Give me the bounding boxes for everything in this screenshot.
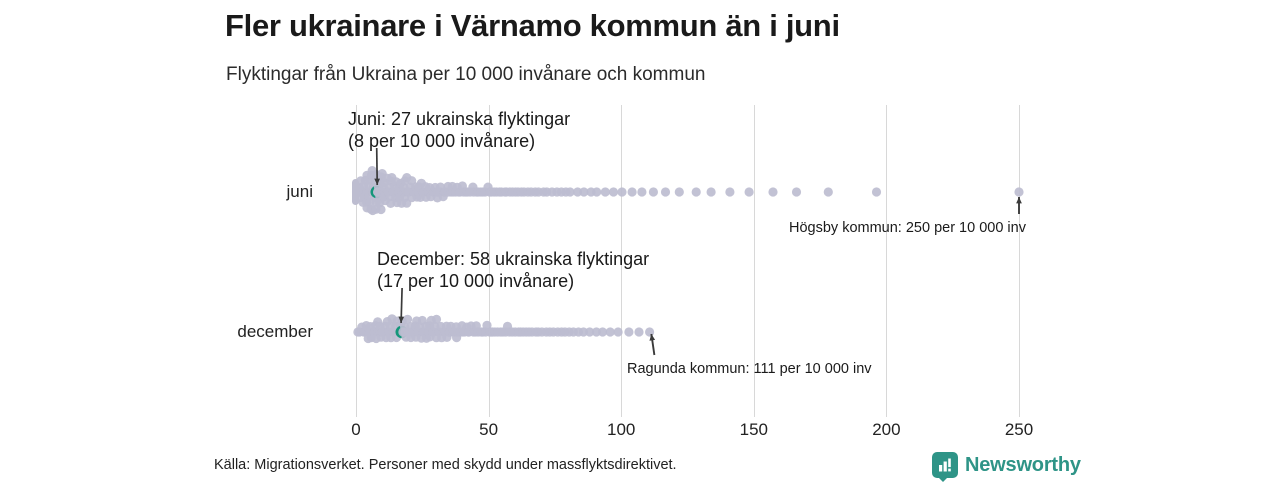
annotation-december-line2: (17 per 10 000 invånare): [377, 271, 575, 291]
dot: [431, 314, 442, 324]
newsworthy-logo[interactable]: Newsworthy: [932, 452, 1081, 482]
row-label-december: december: [237, 322, 313, 341]
gridline: [1019, 105, 1020, 417]
annotation-arrow-head: [398, 316, 405, 323]
bar-chart-speech-bubble-icon: [932, 452, 958, 482]
dot: [791, 187, 802, 197]
gridline: [886, 105, 888, 417]
gridline: [488, 105, 490, 417]
dot: [403, 314, 413, 324]
dot: [660, 187, 671, 197]
x-tick-label: 150: [739, 420, 768, 439]
dot: [352, 179, 359, 205]
annotation-arrow-head: [649, 334, 656, 341]
dot: [706, 187, 716, 197]
source-note: Källa: Migrationsverket. Personer med sk…: [214, 457, 677, 473]
dot: [608, 187, 619, 197]
gridline: [356, 105, 357, 417]
dot: [634, 327, 644, 337]
row-label-juni: juni: [286, 182, 313, 201]
annotation-arrow-head: [374, 178, 380, 185]
x-tick-label: 0: [351, 420, 361, 439]
dot: [605, 327, 615, 337]
page-title: Fler ukrainare i Värnamo kommun än i jun…: [225, 8, 840, 43]
dot: [624, 327, 634, 337]
dot: [600, 187, 610, 197]
dot: [768, 187, 778, 197]
dot: [744, 187, 754, 197]
annotation-december-line1: December: 58 ukrainska flyktingar: [377, 249, 650, 269]
dot: [637, 187, 647, 197]
dot: [645, 327, 655, 337]
chart-subtitle: Flyktingar från Ukraina per 10 000 invån…: [226, 64, 706, 85]
x-tick-label: 100: [607, 420, 636, 439]
annotation-juni-line1: Juni: 27 ukrainska flyktingar: [348, 109, 571, 129]
dot: [579, 187, 589, 197]
annotation-arrow-head: [1016, 197, 1022, 204]
dot: [823, 187, 833, 197]
dot: [674, 187, 684, 197]
annotation-ragunda: Ragunda kommun: 111 per 10 000 inv: [627, 361, 872, 377]
dot: [585, 327, 595, 337]
x-tick-label: 50: [479, 420, 499, 439]
dot: [627, 187, 637, 197]
annotation-juni-line2: (8 per 10 000 invånare): [348, 131, 536, 151]
dot: [565, 187, 575, 197]
dot: [648, 187, 659, 197]
dot: [1014, 187, 1024, 197]
dot: [592, 187, 602, 197]
dot: [617, 187, 627, 197]
dot: [691, 187, 701, 197]
x-tick-label: 200: [872, 420, 901, 439]
dot: [613, 327, 623, 337]
x-tick-label: 250: [1004, 420, 1034, 439]
dot: [573, 187, 583, 197]
dot: [871, 187, 882, 197]
dot: [598, 327, 608, 337]
gridline: [621, 105, 623, 417]
annotation-hogsby: Högsby kommun: 250 per 10 000 inv: [789, 220, 1026, 236]
gridline: [753, 105, 755, 417]
dot: [725, 187, 735, 197]
dot: [376, 204, 386, 215]
logo-text: Newsworthy: [965, 453, 1081, 476]
